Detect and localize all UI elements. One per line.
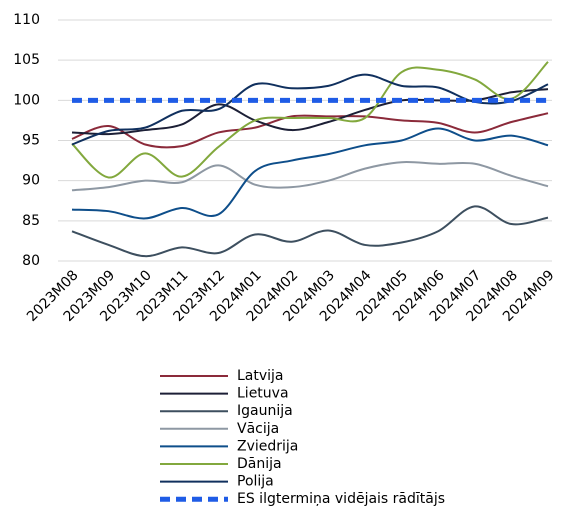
y-tick-label: 105 <box>13 52 40 68</box>
series-line <box>71 127 549 220</box>
y-tick-label: 95 <box>22 133 40 149</box>
legend-label: Lietuva <box>237 386 289 402</box>
legend-label: Zviedrija <box>237 438 298 454</box>
legend-label: Dānija <box>237 456 282 472</box>
series-line <box>71 205 549 258</box>
y-tick-label: 80 <box>22 253 40 269</box>
y-tick-label: 100 <box>13 92 40 108</box>
series-line <box>71 112 549 149</box>
legend-label: Igaunija <box>237 403 293 419</box>
y-tick-label: 110 <box>13 12 40 28</box>
legend-label: Polija <box>237 474 274 490</box>
series-line <box>71 73 549 146</box>
series-line <box>71 161 549 192</box>
y-tick-label: 90 <box>22 173 40 189</box>
legend-label: Latvija <box>237 368 284 384</box>
y-tick-label: 85 <box>22 213 40 229</box>
legend-label: Vācija <box>237 421 279 437</box>
series-line <box>71 61 549 179</box>
legend-label: ES ilgtermiņa vidējais rādītājs <box>237 491 445 506</box>
